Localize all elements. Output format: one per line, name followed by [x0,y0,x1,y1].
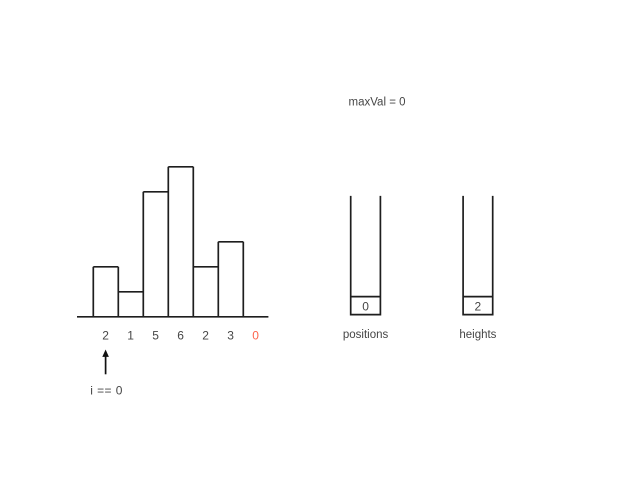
svg-text:2: 2 [475,300,482,314]
svg-text:heights: heights [459,329,496,341]
svg-text:0: 0 [252,329,259,343]
svg-text:i == 0: i == 0 [90,383,123,397]
svg-text:0: 0 [362,300,369,314]
svg-text:6: 6 [177,329,184,343]
svg-text:maxVal = 0: maxVal = 0 [349,97,406,109]
svg-text:positions: positions [343,329,389,341]
svg-text:1: 1 [127,329,134,343]
svg-text:2: 2 [102,329,109,343]
svg-text:5: 5 [152,329,159,343]
svg-text:2: 2 [202,329,209,343]
svg-text:3: 3 [227,329,234,343]
